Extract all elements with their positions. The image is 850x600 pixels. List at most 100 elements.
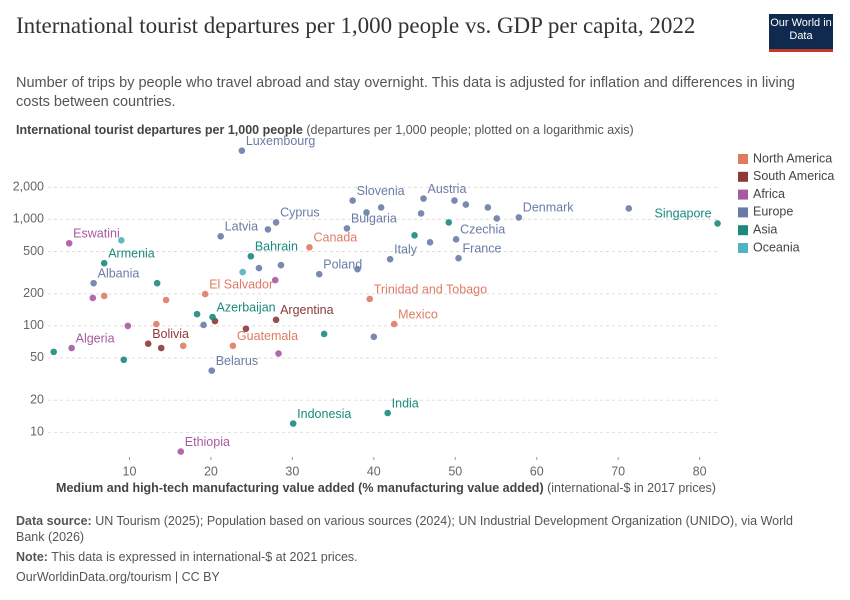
- point: [179, 342, 187, 350]
- point-label: Trinidad and Tobago: [374, 282, 487, 296]
- point-label: Bolivia: [152, 327, 189, 341]
- x-tick-label: 30: [285, 464, 299, 478]
- point: [370, 333, 378, 341]
- point-label: Czechia: [460, 223, 505, 237]
- point-label: Denmark: [523, 201, 574, 215]
- point-label: Ethiopia: [185, 435, 230, 449]
- point: [144, 340, 152, 348]
- point: [68, 344, 75, 352]
- legend-label: South America: [753, 169, 834, 183]
- point-label: Algeria: [76, 331, 115, 345]
- point: [264, 226, 272, 233]
- x-label-note: (international-$ in 2017 prices): [547, 481, 716, 495]
- y-tick-label: 1,000: [13, 212, 44, 226]
- y-label-note: (departures per 1,000 people; plotted on…: [306, 123, 633, 137]
- point: [417, 210, 425, 217]
- point: [515, 214, 523, 221]
- legend-label: Europe: [753, 205, 793, 219]
- point: [386, 255, 394, 263]
- x-tick-label: 60: [530, 464, 544, 478]
- point: [124, 322, 132, 330]
- point: [242, 325, 250, 333]
- note: This data is expressed in international-…: [51, 550, 358, 564]
- point-label: Austria: [428, 182, 467, 196]
- point-label: Cyprus: [280, 206, 320, 220]
- point: [100, 292, 108, 300]
- legend-swatch: [738, 171, 748, 182]
- point: [239, 268, 246, 276]
- point: [177, 448, 185, 455]
- point: [445, 219, 453, 226]
- point: [306, 244, 313, 251]
- point: [272, 219, 280, 226]
- point-label: Slovenia: [357, 184, 405, 198]
- point-label: Italy: [394, 242, 418, 256]
- point: [343, 225, 351, 232]
- title: International tourist departures per 1,0…: [16, 13, 696, 38]
- point-label: Bahrain: [255, 240, 298, 254]
- point: [201, 290, 209, 298]
- point-label: France: [463, 242, 502, 256]
- point-label: Eswatini: [73, 227, 120, 241]
- point: [272, 316, 280, 324]
- point: [247, 252, 255, 260]
- point-label: Armenia: [108, 246, 155, 260]
- point-label: Luxembourg: [246, 134, 316, 148]
- point-label: Argentina: [280, 303, 334, 317]
- point: [390, 320, 398, 328]
- point: [354, 265, 361, 273]
- y-tick-label: 20: [30, 393, 44, 407]
- point: [90, 279, 97, 287]
- legend-swatch: [738, 225, 748, 236]
- point: [363, 209, 370, 216]
- point: [484, 204, 492, 211]
- point: [89, 294, 97, 302]
- point-label: Azerbaijan: [217, 300, 276, 314]
- point-label: Latvia: [225, 220, 258, 234]
- point: [411, 232, 418, 239]
- point: [50, 348, 58, 356]
- legend-label: Africa: [753, 187, 785, 201]
- x-tick-label: 50: [448, 464, 462, 478]
- point: [271, 276, 279, 284]
- point-label: Singapore: [655, 207, 712, 221]
- point-label: Mexico: [398, 307, 438, 321]
- point: [349, 197, 356, 204]
- point: [209, 313, 216, 321]
- point-label: Belarus: [216, 354, 258, 368]
- point: [229, 342, 237, 350]
- point: [65, 239, 73, 247]
- point-label: El Salvador: [209, 277, 273, 291]
- point: [452, 236, 460, 243]
- point: [366, 295, 374, 303]
- point: [277, 261, 285, 269]
- x-tick-label: 80: [693, 464, 707, 478]
- point-label: India: [392, 396, 419, 410]
- point: [451, 197, 458, 204]
- legend-label: Oceania: [753, 240, 800, 254]
- chart: International tourist departures per 1,0…: [13, 123, 835, 495]
- x-label: Medium and high-tech manufacturing value…: [56, 481, 544, 495]
- y-tick-label: 200: [23, 286, 44, 300]
- y-axis-title: International tourist departures per 1,0…: [16, 123, 634, 137]
- point: [120, 356, 128, 364]
- point: [320, 330, 328, 338]
- url[interactable]: OurWorldinData.org/tourism | CC BY: [16, 570, 220, 584]
- point: [208, 367, 216, 374]
- point: [455, 254, 462, 262]
- y-label: International tourist departures per 1,0…: [16, 123, 303, 137]
- point: [625, 205, 633, 212]
- point: [200, 321, 207, 329]
- point-label: Albania: [98, 266, 140, 280]
- point: [217, 233, 224, 240]
- point: [238, 147, 246, 155]
- point-label: Bulgaria: [351, 212, 397, 226]
- y-tick-label: 500: [23, 244, 44, 258]
- y-tick-label: 2,000: [13, 180, 44, 194]
- legend-label: Asia: [753, 222, 777, 236]
- point: [493, 215, 501, 222]
- point: [420, 195, 427, 202]
- logo[interactable]: Our World in Data: [769, 14, 833, 52]
- point: [100, 259, 108, 267]
- source-label: Data source:: [16, 514, 92, 528]
